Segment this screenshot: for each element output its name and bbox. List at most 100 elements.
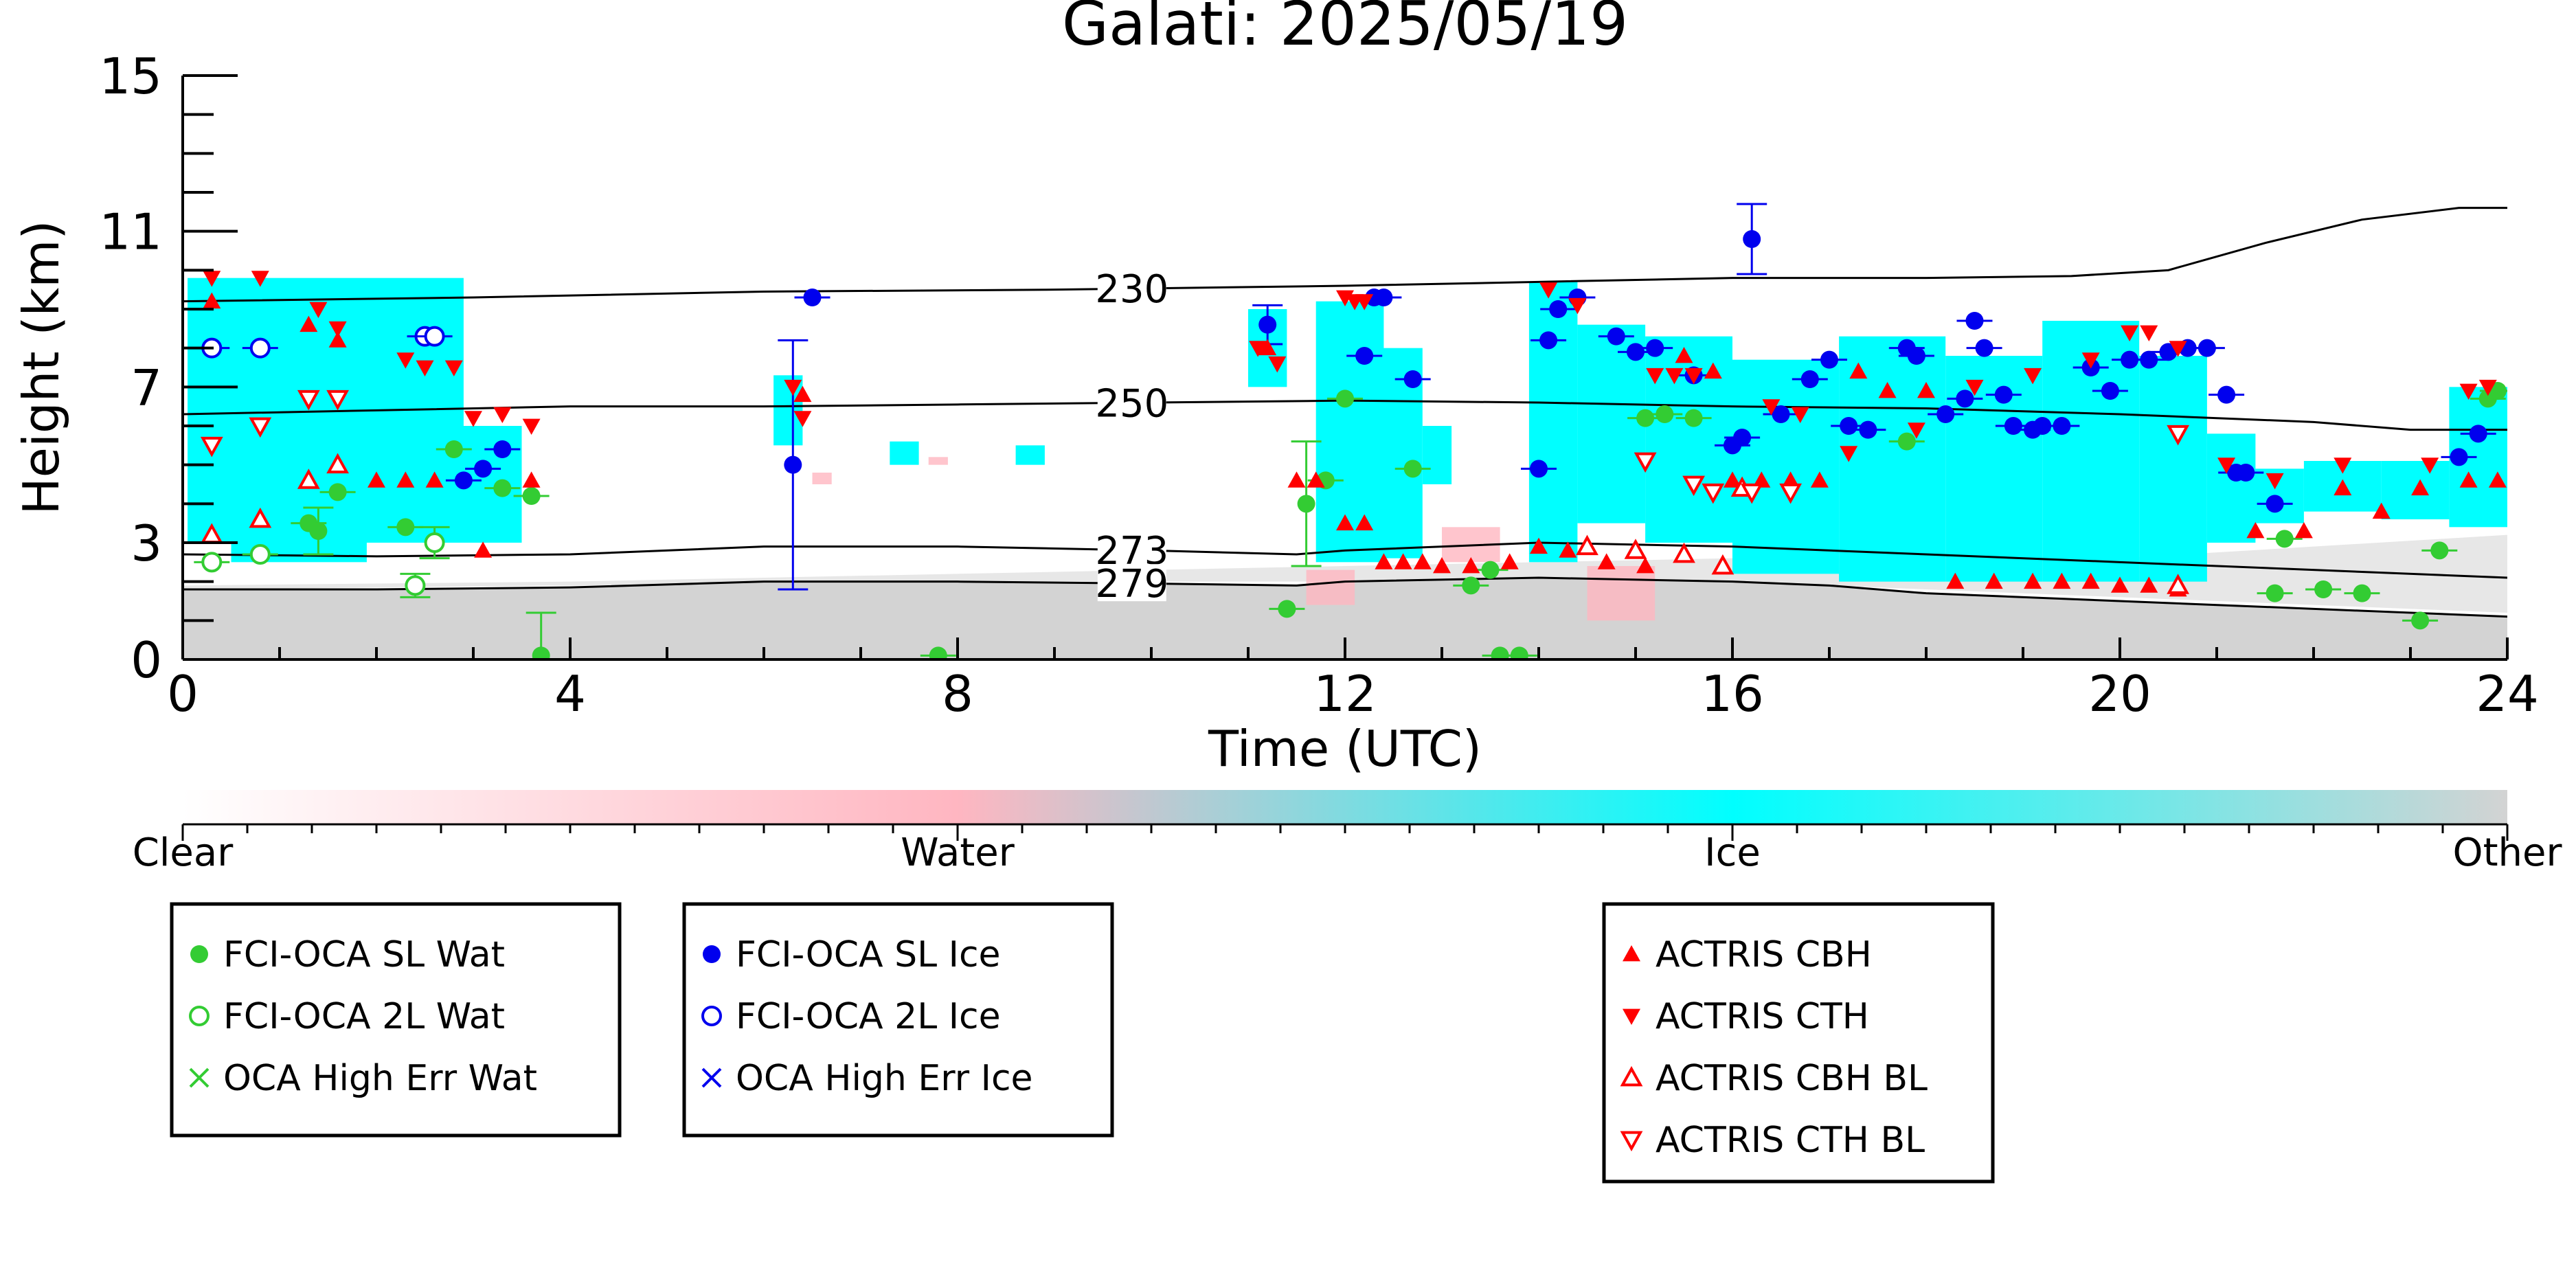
fci-oca-sl-ice-marker: [784, 455, 802, 474]
actris-cth-bl-marker: [2167, 425, 2189, 446]
fci-oca-sl-wat-marker: [1403, 460, 1422, 478]
fci-oca-sl-wat-marker: [2266, 584, 2284, 602]
legend-entry-label: ACTRIS CTH BL: [1656, 1120, 1925, 1161]
fci-oca-sl-wat-marker: [2314, 580, 2333, 598]
fci-oca-sl-wat-marker: [328, 483, 347, 501]
fci-oca-sl-wat-marker: [1656, 405, 1674, 423]
fci-oca-sl-ice-marker: [1539, 331, 1558, 350]
x-axis-label: Time (UTC): [1208, 720, 1482, 778]
fci-oca-sl-wat-marker: [444, 440, 463, 458]
legend-actris-cbh-bl-icon: [1620, 1065, 1643, 1087]
isotherm-line-250: [183, 399, 2507, 431]
actris-cbh-marker: [1946, 572, 1965, 589]
fci-oca-sl-ice-marker: [1956, 389, 1974, 408]
colorbar-ticks: [181, 824, 2509, 841]
colorbar-gradient: [183, 790, 2507, 824]
fci-oca-sl-wat-marker: [1636, 409, 1655, 427]
actris-cbh-marker: [368, 471, 385, 488]
actris-cbh-marker: [1500, 553, 1519, 569]
actris-cth-bl-marker: [1740, 483, 1763, 504]
fci-oca-sl-wat-marker: [309, 522, 328, 540]
actris-cth-marker: [309, 302, 328, 318]
x-tick-label: 12: [1313, 665, 1377, 723]
actris-cbh-marker: [1413, 553, 1432, 569]
actris-cbh-marker: [1462, 557, 1480, 574]
actris-cth-bl-marker: [249, 417, 272, 438]
fci-oca-2l-ice-marker: [424, 326, 445, 347]
actris-cth-bl-marker: [1634, 452, 1657, 473]
actris-cbh-marker: [300, 315, 318, 332]
legend-oca-high-err-ice-icon: [701, 1067, 722, 1088]
fci-oca-sl-wat-marker: [1481, 561, 1500, 579]
fci-oca-sl-ice-marker: [1800, 370, 1819, 388]
fci-oca-sl-ice-marker: [1820, 350, 1838, 369]
isotherm-label: 279: [1095, 562, 1168, 607]
y-tick-label: 3: [131, 515, 162, 572]
actris-cbh-marker: [1559, 541, 1577, 558]
colorbar-label-water: Water: [901, 831, 1015, 875]
actris-cth-bl-marker: [200, 436, 223, 457]
isotherm-line-279: [183, 576, 2507, 618]
isotherm-label: 250: [1095, 381, 1168, 426]
isotherm-line-273: [183, 541, 2507, 579]
fci-oca-sl-ice-marker: [1840, 417, 1858, 435]
fci-oca-sl-ice-marker: [2469, 425, 2487, 443]
fci-oca-sl-ice-marker: [493, 440, 512, 458]
fci-oca-sl-wat-marker: [1510, 646, 1528, 659]
actris-cbh-marker: [1394, 553, 1412, 569]
fci-oca-sl-ice-marker: [2450, 448, 2468, 466]
fci-oca-2l-wat-marker: [424, 532, 445, 553]
fci-oca-sl-ice-marker: [1355, 347, 1374, 365]
legend-fci-oca-sl-wat-icon: [190, 945, 208, 963]
legend-actris-cth-icon: [1623, 1008, 1640, 1025]
legend-entry-label: FCI-OCA SL Wat: [223, 934, 505, 975]
actris-cth-marker: [1539, 282, 1558, 299]
isotherm-label-bg: [1097, 530, 1166, 568]
fci-oca-sl-wat-marker: [1336, 389, 1354, 408]
actris-cth-marker: [2140, 325, 2158, 341]
actris-cbh-marker: [2053, 572, 2071, 589]
ice-region: [1015, 445, 1045, 465]
actris-cth-marker: [396, 352, 415, 369]
legend-entry-label: ACTRIS CBH: [1656, 934, 1872, 975]
actris-cth-marker: [1791, 407, 1809, 423]
actris-cth-bl-marker: [1779, 483, 1802, 504]
legends: FCI-OCA SL Wat FCI-OCA 2L Wat OCA High Err…: [170, 902, 1995, 1184]
actris-cbh-marker: [2372, 502, 2391, 519]
fci-oca-sl-ice-marker: [474, 460, 493, 478]
fci-oca-sl-ice-marker: [1772, 405, 1790, 423]
actris-cth-marker: [1646, 368, 1664, 385]
ice-region: [2139, 356, 2207, 582]
other-region: [183, 578, 2507, 659]
actris-cbh-marker: [396, 471, 415, 488]
legend-fci-oca-2l-ice-icon: [701, 1006, 722, 1026]
actris-cbh-marker: [1530, 537, 1548, 554]
actris-cth-marker: [1762, 399, 1781, 416]
legend-entry-label: OCA High Err Ice: [736, 1058, 1033, 1099]
fci-oca-2l-wat-marker: [405, 575, 426, 596]
fci-oca-sl-wat-marker: [2430, 541, 2449, 560]
actris-cbh-marker: [425, 471, 444, 488]
actris-cbh-marker: [1636, 557, 1655, 574]
x-tick-label: 20: [2088, 665, 2151, 723]
actris-cbh-bl-marker: [1624, 539, 1647, 559]
water-region: [1306, 569, 1355, 605]
actris-cth-marker: [2024, 368, 2042, 385]
legend-entry-label: FCI-OCA 2L Ice: [736, 996, 1001, 1037]
ice-region: [1422, 426, 1452, 484]
legend-entry-label: FCI-OCA 2L Wat: [223, 996, 505, 1037]
fci-oca-sl-ice-marker: [1258, 315, 1277, 334]
legend-actris-cth-bl-icon: [1620, 1131, 1643, 1152]
y-tick-label: 7: [131, 359, 162, 416]
actris-cbh-marker: [1917, 382, 1935, 398]
actris-cth-marker: [2266, 473, 2284, 490]
actris-cbh-marker: [1781, 471, 1800, 488]
actris-cbh-bl-marker: [297, 468, 320, 489]
actris-cbh-marker: [1985, 572, 2003, 589]
y-tick-label: 15: [99, 47, 162, 105]
fci-oca-sl-ice-marker: [1859, 420, 1877, 439]
fci-oca-sl-ice-marker: [454, 471, 473, 490]
ice-region: [1945, 356, 2043, 582]
